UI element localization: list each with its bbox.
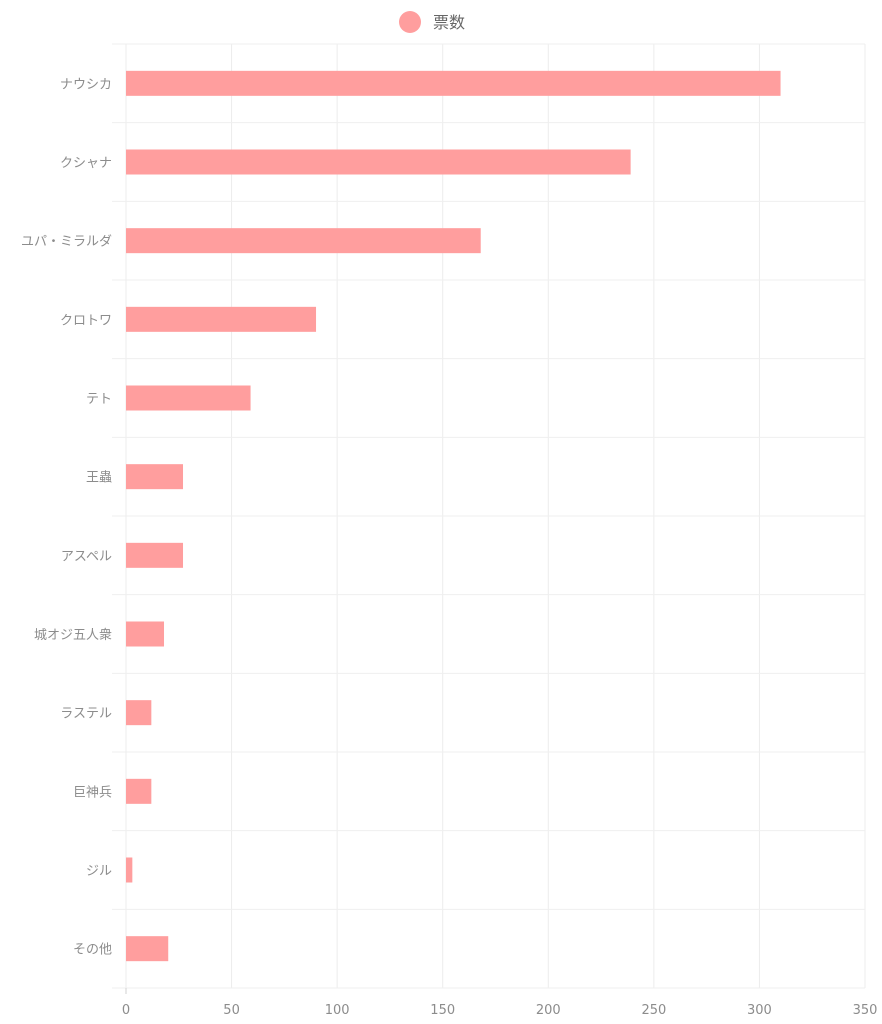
x-tick-label-3: 150 xyxy=(430,1003,455,1018)
bar-11[interactable] xyxy=(126,936,169,962)
x-tick-label-5: 250 xyxy=(641,1003,666,1018)
bars xyxy=(126,70,781,962)
x-tick-label-1: 50 xyxy=(223,1003,240,1018)
bar-0[interactable] xyxy=(126,70,781,96)
legend[interactable]: 票数 xyxy=(399,11,465,33)
legend-swatch[interactable] xyxy=(399,11,421,33)
x-tick-label-4: 200 xyxy=(536,1003,561,1018)
bar-7[interactable] xyxy=(126,621,165,647)
y-tick-label-6: アスペル xyxy=(61,549,112,564)
x-tick-label-2: 100 xyxy=(325,1003,350,1018)
x-tick-label-7: 350 xyxy=(853,1003,878,1018)
legend-label[interactable]: 票数 xyxy=(433,13,465,32)
y-tick-label-7: 城オジ五人衆 xyxy=(34,627,112,643)
bar-2[interactable] xyxy=(126,228,481,254)
y-tick-label-3: クロトワ xyxy=(60,313,112,328)
y-tick-label-10: ジル xyxy=(86,864,112,879)
y-tick-label-11: その他 xyxy=(73,943,112,958)
bar-5[interactable] xyxy=(126,464,184,490)
y-axis-labels: ナウシカクシャナユパ・ミラルダクロトワテト王蟲アスペル城オジ五人衆ラステル巨神兵… xyxy=(21,77,112,957)
y-tick-label-2: ユパ・ミラルダ xyxy=(21,235,112,250)
bar-8[interactable] xyxy=(126,700,152,726)
bar-3[interactable] xyxy=(126,306,317,332)
bar-1[interactable] xyxy=(126,149,631,175)
y-tick-label-1: クシャナ xyxy=(60,156,112,171)
y-tick-label-0: ナウシカ xyxy=(60,77,112,92)
y-tick-label-9: 巨神兵 xyxy=(73,785,112,800)
x-tick-label-0: 0 xyxy=(122,1003,130,1018)
y-tick-label-4: テト xyxy=(86,392,112,407)
bar-4[interactable] xyxy=(126,385,251,411)
bar-6[interactable] xyxy=(126,542,184,568)
bar-9[interactable] xyxy=(126,778,152,804)
grid-lines xyxy=(112,43,866,994)
x-tick-label-6: 300 xyxy=(747,1003,772,1018)
y-tick-label-5: 王蟲 xyxy=(86,471,112,486)
y-tick-label-8: ラステル xyxy=(60,707,112,722)
bar-10[interactable] xyxy=(126,857,133,883)
x-axis-labels: 0 50 100 150 200 250 300 350 xyxy=(122,1003,878,1018)
